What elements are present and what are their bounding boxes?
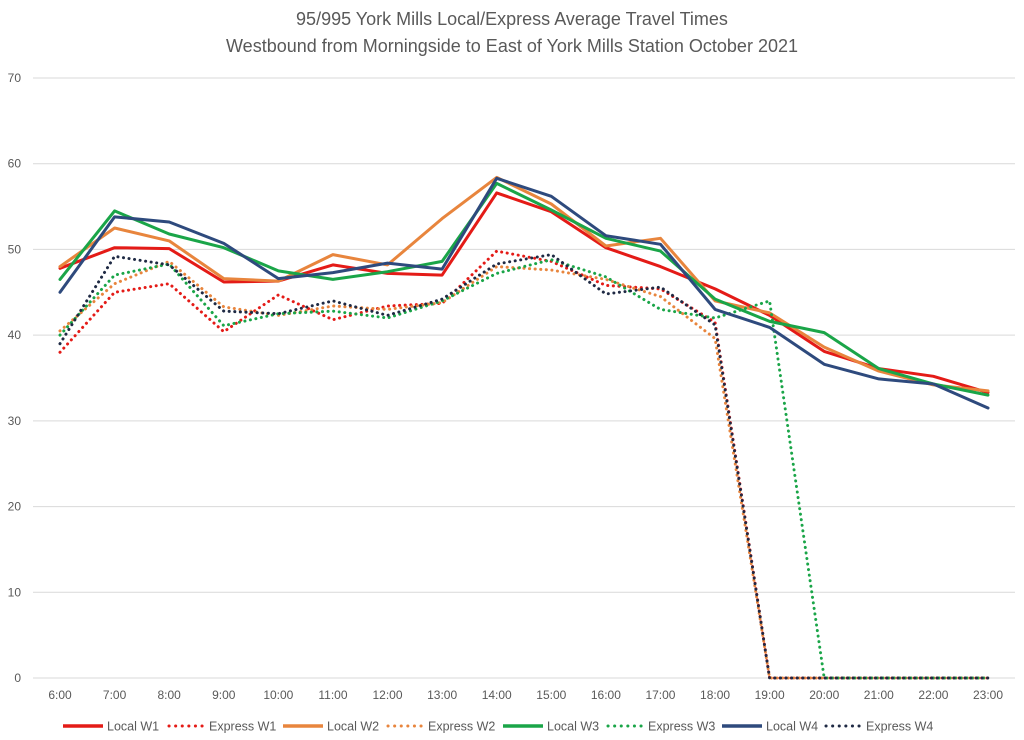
x-axis-ticks: 6:00 7:00 8:00 9:00 10:00 11:00 12:00 13:00 14:0… xyxy=(48,688,1003,702)
x-tick-label: 9:00 xyxy=(212,688,236,702)
y-tick-label: 60 xyxy=(8,157,22,171)
legend-label: Express W4 xyxy=(866,720,933,734)
legend-label: Local W4 xyxy=(766,720,818,734)
legend: Local W1 Express W1 Local W2 Express W2 Loca… xyxy=(63,720,933,734)
series-local-w3 xyxy=(58,181,990,397)
y-tick-label: 10 xyxy=(8,585,22,599)
y-tick-label: 20 xyxy=(8,500,22,514)
legend-item: Local W4 xyxy=(722,720,818,734)
x-tick-label: 6:00 xyxy=(48,688,72,702)
gridlines xyxy=(33,77,1015,679)
x-tick-label: 20:00 xyxy=(809,688,839,702)
chart-title: 95/995 York Mills Local/Express Average … xyxy=(296,9,728,29)
series-lines xyxy=(58,175,990,680)
x-tick-label: 18:00 xyxy=(700,688,730,702)
legend-label: Express W2 xyxy=(428,720,495,734)
y-tick-label: 30 xyxy=(8,414,22,428)
y-tick-label: 50 xyxy=(8,242,22,256)
x-tick-label: 14:00 xyxy=(482,688,512,702)
legend-label: Express W3 xyxy=(648,720,715,734)
x-tick-label: 7:00 xyxy=(103,688,127,702)
x-tick-label: 11:00 xyxy=(318,688,347,702)
y-tick-label: 70 xyxy=(8,71,22,85)
series-local-w2 xyxy=(58,175,990,393)
x-tick-label: 21:00 xyxy=(864,688,894,702)
legend-label: Local W3 xyxy=(547,720,599,734)
legend-item: Local W3 xyxy=(503,720,599,734)
x-tick-label: 19:00 xyxy=(755,688,785,702)
x-tick-label: 10:00 xyxy=(263,688,293,702)
legend-item: Local W2 xyxy=(283,720,379,734)
series-express-w1 xyxy=(58,249,990,680)
legend-item: Local W1 xyxy=(63,720,159,734)
y-tick-label: 0 xyxy=(14,671,21,685)
x-tick-label: 15:00 xyxy=(536,688,566,702)
series-express-w3 xyxy=(58,258,990,680)
series-local-w1 xyxy=(58,191,990,395)
y-tick-label: 40 xyxy=(8,328,22,342)
x-tick-label: 17:00 xyxy=(645,688,675,702)
chart-subtitle: Westbound from Morningside to East of Yo… xyxy=(226,36,798,56)
legend-item: Express W1 xyxy=(167,720,276,734)
legend-item: Express W4 xyxy=(824,720,933,734)
legend-item: Express W2 xyxy=(386,720,495,734)
y-axis-ticks: 0 10 20 30 40 50 60 70 xyxy=(8,71,22,685)
series-local-w4 xyxy=(58,176,990,410)
legend-label: Express W1 xyxy=(209,720,276,734)
x-tick-label: 23:00 xyxy=(973,688,1003,702)
x-tick-label: 22:00 xyxy=(918,688,948,702)
x-tick-label: 13:00 xyxy=(427,688,457,702)
series-express-w4 xyxy=(58,253,990,680)
legend-label: Local W2 xyxy=(327,720,379,734)
series-express-w2 xyxy=(58,259,990,680)
legend-label: Local W1 xyxy=(107,720,159,734)
x-tick-label: 16:00 xyxy=(591,688,621,702)
legend-item: Express W3 xyxy=(606,720,715,734)
x-tick-label: 8:00 xyxy=(157,688,181,702)
x-tick-label: 12:00 xyxy=(373,688,403,702)
